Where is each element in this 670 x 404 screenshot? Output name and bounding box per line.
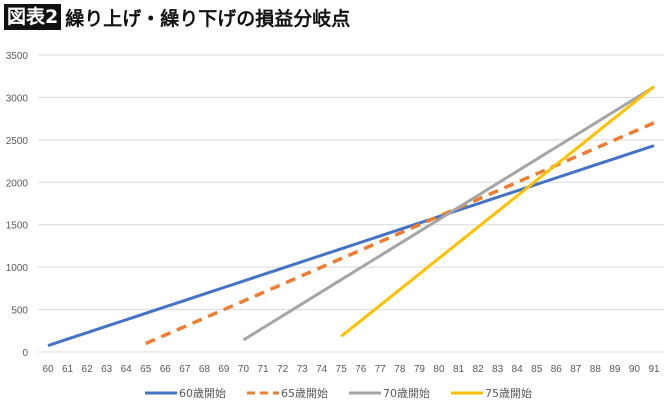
x-tick-label: 86	[551, 364, 563, 375]
legend-label: 75歳開始	[485, 386, 532, 400]
x-tick-label: 71	[257, 364, 269, 375]
x-tick-label: 76	[355, 364, 367, 375]
chart-title: 図表2 繰り上げ・繰り下げの損益分岐点	[4, 3, 350, 31]
x-tick-label: 69	[218, 364, 230, 375]
x-tick-label: 74	[316, 364, 328, 375]
y-tick-label: 500	[11, 306, 28, 317]
legend-label: 60歳開始	[179, 386, 226, 400]
x-tick-label: 73	[297, 364, 309, 375]
x-tick-label: 67	[179, 364, 191, 375]
y-tick-label: 0	[22, 348, 28, 359]
y-tick-label: 1500	[6, 221, 29, 232]
x-tick-label: 87	[570, 364, 582, 375]
x-tick-label: 66	[160, 364, 172, 375]
series-line-75歳開始	[340, 85, 655, 338]
x-tick-label: 82	[473, 364, 485, 375]
y-tick-label: 3500	[6, 51, 29, 62]
x-tick-label: 63	[101, 364, 113, 375]
y-tick-label: 1000	[6, 263, 29, 274]
x-tick-label: 91	[648, 364, 660, 375]
x-tick-label: 78	[394, 364, 406, 375]
figure-badge: 図表2	[4, 4, 62, 30]
x-tick-label: 65	[140, 364, 152, 375]
x-tick-label: 61	[62, 364, 74, 375]
figure-title: 繰り上げ・繰り下げの損益分岐点	[65, 7, 351, 30]
x-tick-label: 79	[414, 364, 426, 375]
x-tick-label: 88	[590, 364, 602, 375]
x-tick-label: 89	[609, 364, 621, 375]
x-tick-label: 72	[277, 364, 289, 375]
series-line-70歳開始	[242, 85, 655, 342]
x-tick-label: 75	[336, 364, 348, 375]
series-line-65歳開始	[145, 121, 655, 346]
x-tick-label: 81	[453, 364, 465, 375]
legend-label: 70歳開始	[383, 386, 430, 400]
x-tick-label: 83	[492, 364, 504, 375]
series-line-60歳開始	[47, 144, 655, 347]
x-tick-label: 70	[238, 364, 250, 375]
y-tick-label: 3000	[6, 93, 29, 104]
legend-label: 65歳開始	[281, 386, 328, 400]
x-tick-label: 80	[433, 364, 445, 375]
x-tick-label: 85	[531, 364, 543, 375]
y-tick-label: 2000	[6, 178, 29, 189]
x-tick-label: 68	[199, 364, 211, 375]
y-tick-label: 2500	[6, 136, 29, 147]
x-tick-label: 84	[512, 364, 524, 375]
x-tick-label: 90	[629, 364, 641, 375]
x-tick-label: 62	[82, 364, 94, 375]
x-tick-label: 60	[42, 364, 54, 375]
x-tick-label: 77	[375, 364, 387, 375]
x-tick-label: 64	[121, 364, 133, 375]
